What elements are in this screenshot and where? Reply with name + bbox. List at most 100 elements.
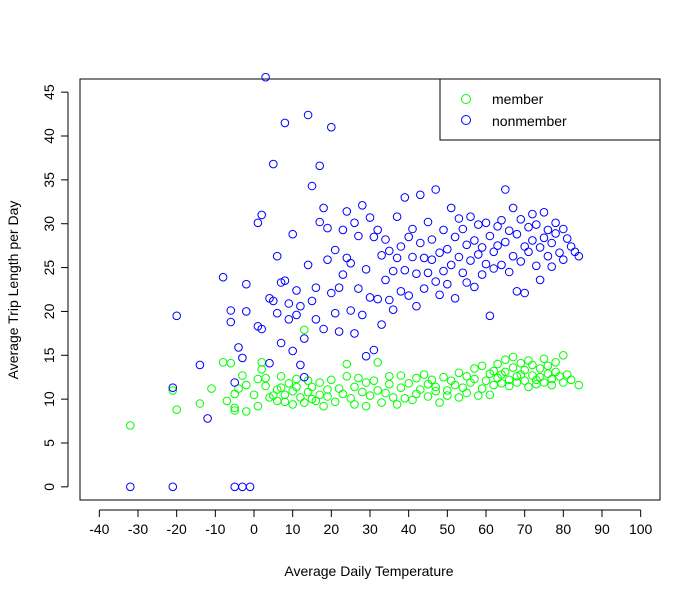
- nonmember-point: [319, 324, 328, 334]
- nonmember-point: [446, 203, 456, 213]
- member-point: [373, 358, 383, 367]
- nonmember-point: [396, 242, 406, 251]
- nonmember-point: [555, 248, 564, 257]
- nonmember-point: [501, 237, 510, 247]
- x-tick-label: 40: [401, 521, 417, 537]
- nonmember-point: [330, 245, 340, 255]
- nonmember-point: [230, 482, 239, 492]
- nonmember-point: [512, 287, 522, 296]
- nonmember-point: [416, 238, 425, 248]
- nonmember-point: [288, 346, 298, 356]
- nonmember-point: [532, 220, 541, 229]
- member-point: [257, 358, 267, 367]
- member-point: [439, 372, 448, 382]
- nonmember-point: [269, 159, 278, 169]
- nonmember-point: [346, 258, 356, 268]
- member-point: [334, 384, 344, 393]
- member-point: [319, 401, 328, 411]
- nonmember-point: [296, 301, 305, 311]
- nonmember-point: [427, 235, 437, 244]
- nonmember-point: [284, 315, 294, 324]
- nonmember-point: [474, 250, 483, 259]
- nonmember-point: [226, 306, 236, 315]
- nonmember-point: [253, 218, 263, 228]
- nonmember-point: [242, 279, 251, 289]
- member-point: [539, 354, 549, 364]
- x-tick-label: 50: [440, 521, 456, 537]
- nonmember-point: [257, 210, 267, 220]
- nonmember-point: [257, 324, 267, 334]
- member-point: [361, 401, 371, 411]
- member-point: [562, 370, 572, 379]
- member-point: [307, 382, 317, 392]
- member-point: [365, 391, 375, 400]
- member-point: [388, 393, 398, 402]
- member-point: [373, 386, 383, 395]
- nonmember-point: [327, 288, 336, 298]
- nonmember-point: [288, 229, 298, 239]
- nonmember-point: [431, 277, 441, 286]
- member-point: [516, 358, 526, 368]
- member-point: [431, 386, 441, 396]
- nonmember-point: [323, 255, 332, 265]
- nonmember-point: [265, 358, 274, 368]
- member-point: [385, 372, 394, 381]
- nonmember-point: [365, 293, 375, 302]
- member-point: [543, 361, 553, 371]
- member-point: [396, 371, 406, 380]
- member-point: [532, 379, 541, 389]
- y-tick-label: 15: [41, 347, 57, 363]
- member-point: [547, 380, 557, 390]
- member-point: [288, 400, 298, 409]
- nonmember-point: [443, 279, 452, 289]
- nonmember-point: [477, 243, 487, 252]
- member-point: [300, 325, 309, 335]
- legend-marker-member: [461, 94, 471, 104]
- nonmember-point: [272, 251, 282, 261]
- x-tick-label: -10: [205, 521, 225, 537]
- nonmember-point: [327, 122, 336, 132]
- member-point: [230, 389, 239, 399]
- nonmember-point: [562, 234, 572, 243]
- member-point: [330, 397, 340, 407]
- series-member: [126, 325, 584, 430]
- member-point: [497, 379, 506, 388]
- legend: member nonmember: [439, 78, 661, 141]
- nonmember-point: [350, 218, 359, 228]
- nonmember-point: [377, 320, 386, 329]
- nonmember-point: [427, 255, 437, 265]
- nonmember-point: [226, 317, 236, 327]
- y-tick-label: 5: [41, 439, 57, 447]
- nonmember-point: [481, 259, 491, 269]
- member-point: [501, 355, 510, 365]
- nonmember-point: [358, 201, 367, 210]
- nonmember-point: [524, 247, 533, 257]
- member-point: [385, 379, 394, 389]
- nonmember-point: [238, 353, 247, 363]
- nonmember-point: [168, 383, 178, 393]
- nonmember-point: [385, 246, 394, 256]
- nonmember-point: [369, 232, 379, 242]
- member-point: [172, 405, 181, 415]
- nonmember-point: [508, 203, 518, 213]
- nonmember-point: [504, 267, 514, 277]
- member-point: [168, 386, 178, 395]
- member-point: [350, 382, 359, 392]
- member-point: [272, 385, 282, 394]
- member-point: [574, 380, 584, 390]
- y-tick-label: 10: [41, 391, 57, 407]
- nonmember-point: [404, 232, 414, 242]
- x-tick-label: 30: [362, 521, 378, 537]
- member-point: [454, 368, 464, 378]
- y-tick-label: 25: [41, 260, 57, 276]
- nonmember-point: [450, 232, 460, 242]
- nonmember-point: [400, 193, 410, 202]
- member-point: [559, 378, 568, 387]
- nonmember-point: [261, 72, 270, 82]
- member-point: [253, 374, 263, 384]
- nonmember-point: [334, 283, 344, 293]
- nonmember-point: [195, 360, 205, 370]
- member-point: [512, 378, 522, 387]
- member-point: [477, 384, 487, 393]
